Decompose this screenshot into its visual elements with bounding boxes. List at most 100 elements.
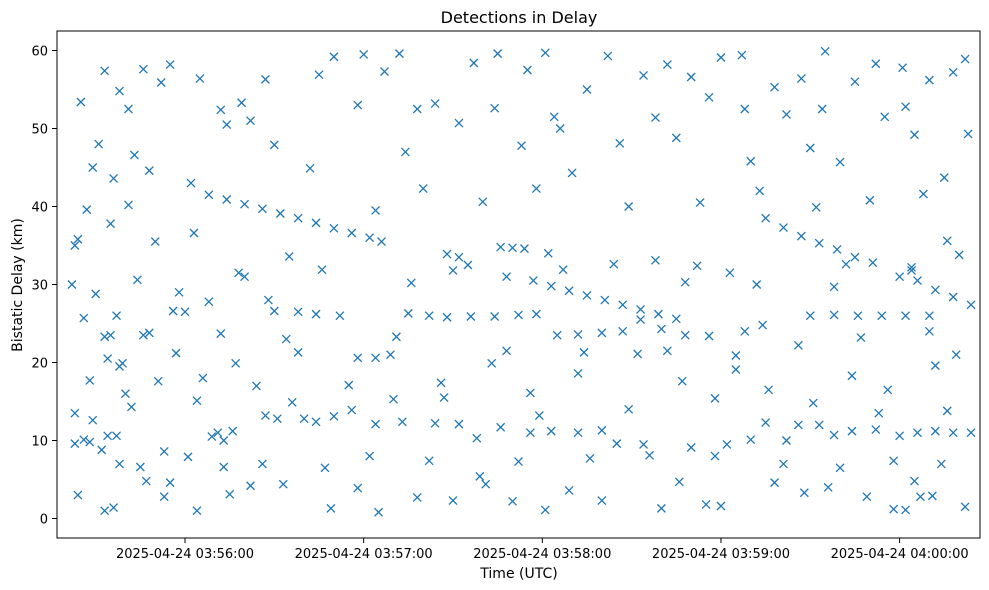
data-point: [528, 276, 538, 286]
data-point: [88, 163, 98, 172]
data-point: [454, 419, 464, 429]
data-point: [793, 420, 803, 430]
data-point: [805, 311, 815, 321]
data-point: [924, 311, 934, 321]
data-point: [97, 445, 107, 455]
data-point: [603, 51, 613, 61]
data-point: [835, 463, 845, 473]
data-point: [761, 418, 771, 428]
data-point: [746, 156, 756, 166]
data-point: [597, 496, 607, 506]
data-point: [600, 295, 610, 305]
data-point: [189, 228, 199, 238]
data-point: [70, 408, 80, 418]
data-point: [213, 428, 223, 438]
data-point: [287, 397, 297, 407]
data-point: [353, 100, 363, 110]
data-point: [174, 287, 184, 297]
data-point: [517, 141, 526, 151]
data-point: [662, 346, 672, 356]
data-point: [564, 485, 574, 495]
data-point: [237, 98, 247, 108]
data-point: [269, 140, 279, 150]
data-point: [662, 60, 672, 69]
data-point: [463, 260, 473, 270]
data-point: [442, 249, 452, 259]
data-point: [430, 418, 440, 428]
data-point: [115, 459, 124, 469]
data-point: [466, 312, 476, 321]
data-point: [159, 492, 169, 502]
data-point: [418, 184, 428, 194]
data-point: [207, 432, 217, 442]
data-point: [293, 213, 303, 223]
data-point: [159, 446, 169, 456]
y-tick-label: 30: [31, 279, 48, 294]
data-point: [546, 426, 556, 436]
data-point: [299, 414, 309, 424]
data-point: [609, 259, 619, 269]
data-point: [936, 459, 946, 469]
data-point: [817, 104, 827, 114]
data-point: [782, 436, 791, 445]
y-tick-label: 40: [31, 201, 48, 216]
data-point: [758, 320, 768, 330]
data-point: [192, 396, 202, 406]
data-point: [490, 312, 500, 321]
data-point: [960, 502, 970, 512]
data-point: [901, 102, 911, 112]
data-point: [674, 477, 684, 487]
data-point: [314, 70, 324, 80]
data-point: [365, 451, 375, 461]
data-point: [877, 311, 887, 321]
data-point: [847, 371, 857, 381]
data-point: [853, 311, 863, 321]
data-point: [275, 209, 285, 218]
data-point: [636, 305, 646, 314]
data-point: [779, 459, 788, 469]
data-point: [240, 199, 250, 209]
data-point: [796, 74, 806, 84]
data-point: [913, 428, 922, 438]
data-point: [618, 326, 628, 336]
y-axis-label: Bistatic Delay (km): [10, 218, 26, 352]
data-point: [555, 124, 565, 133]
data-point: [558, 265, 568, 275]
data-point: [716, 501, 726, 511]
data-point: [112, 431, 122, 441]
data-point: [424, 456, 434, 466]
data-point: [371, 353, 381, 363]
data-point: [138, 64, 148, 74]
data-point: [525, 428, 535, 438]
data-point: [377, 237, 386, 247]
data-point: [910, 130, 919, 140]
data-point: [671, 133, 681, 143]
data-point: [930, 285, 940, 295]
data-point: [165, 478, 175, 488]
data-point: [764, 385, 774, 395]
data-point: [966, 300, 976, 310]
data-point: [868, 258, 878, 268]
data-point: [371, 419, 381, 429]
data-point: [73, 490, 83, 500]
data-point: [918, 189, 928, 199]
data-point: [320, 463, 330, 473]
data-point: [156, 78, 166, 87]
data-point: [841, 259, 851, 269]
data-point: [549, 112, 559, 122]
data-point: [761, 213, 771, 223]
data-point: [141, 476, 151, 486]
data-point: [100, 506, 110, 516]
data-point: [889, 456, 899, 466]
data-point: [121, 389, 130, 399]
data-point: [103, 354, 113, 364]
data-point: [400, 147, 410, 157]
data-point: [329, 52, 339, 62]
data-point: [469, 58, 479, 68]
data-point: [305, 163, 315, 173]
data-point: [880, 112, 890, 122]
data-point: [752, 280, 762, 289]
data-point: [487, 358, 497, 368]
data-point: [272, 414, 282, 424]
